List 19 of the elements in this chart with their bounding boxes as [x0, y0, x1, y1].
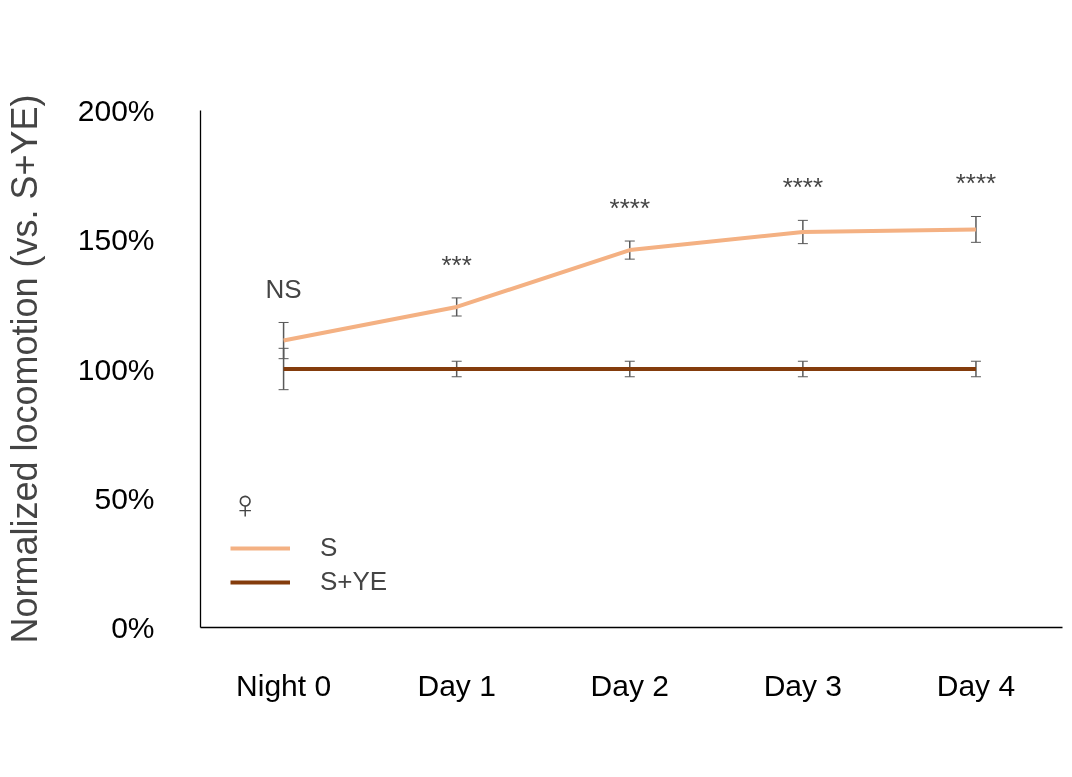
y-tick-label: 100% [77, 352, 155, 386]
y-tick-label: 200% [77, 94, 155, 127]
legend-label: S [320, 532, 339, 563]
legend-label: S+YE [320, 566, 388, 597]
legend-title: ♀ [230, 482, 261, 527]
annotation: *** [441, 249, 472, 280]
annotation: **** [955, 168, 997, 199]
y-tick-label: 0% [111, 611, 155, 644]
x-tick-label: Day 4 [936, 668, 1016, 702]
annotation: **** [782, 172, 824, 203]
y-tick-label: 50% [94, 481, 155, 515]
x-tick-label: Day 1 [417, 668, 496, 702]
x-tick-label: Day 2 [590, 668, 669, 702]
x-tick-label: Day 3 [763, 668, 843, 702]
annotation: **** [609, 193, 651, 224]
y-axis-title: Normalized locomotion (vs. S+YE) [3, 94, 45, 644]
annotation: NS [265, 274, 302, 305]
y-tick-label: 150% [77, 223, 155, 257]
x-tick-label: Night 0 [236, 668, 332, 702]
